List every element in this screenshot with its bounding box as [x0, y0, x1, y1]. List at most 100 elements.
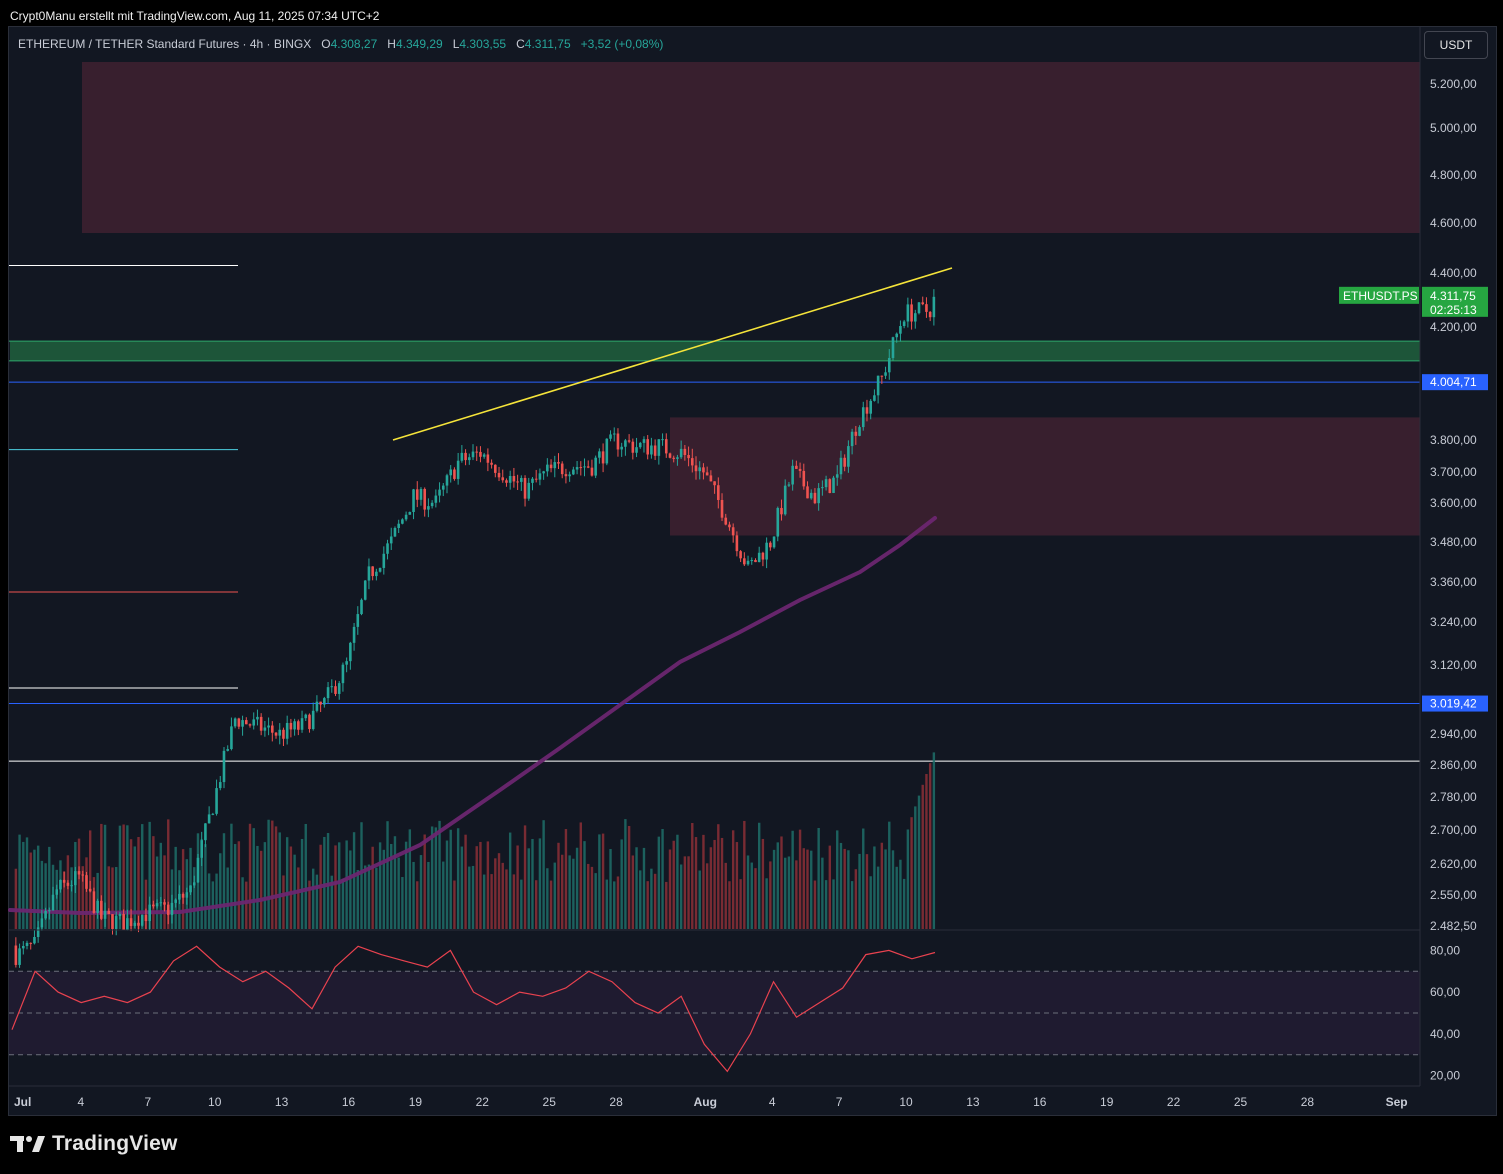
candle-body: [590, 467, 594, 476]
volume-bar: [85, 857, 88, 929]
candle-body: [230, 726, 233, 750]
volume-bar: [858, 853, 861, 929]
symbol-legend[interactable]: ETHEREUM / TETHER Standard Futures · 4h …: [18, 37, 663, 51]
volume-bar: [795, 860, 798, 929]
candle-body: [189, 885, 192, 893]
volume-bar: [133, 846, 136, 929]
candle-body: [817, 488, 820, 504]
volume-bar: [468, 866, 471, 929]
volume-bar: [661, 829, 664, 929]
time-tick-label: Aug: [694, 1095, 717, 1109]
candle-body: [215, 788, 218, 814]
candle-body: [839, 457, 843, 475]
volume-bar: [408, 829, 412, 929]
volume-bar: [315, 874, 319, 929]
candle-body: [59, 879, 62, 890]
candle-body: [546, 464, 549, 472]
currency-button[interactable]: USDT: [1424, 31, 1488, 59]
candle-body: [635, 447, 638, 453]
candle-body: [233, 718, 237, 727]
candle-body: [88, 888, 92, 892]
candle-body: [237, 718, 241, 727]
volume-bar: [88, 830, 92, 929]
candle-body: [430, 502, 434, 507]
volume-bar: [62, 871, 66, 929]
volume-bar: [828, 845, 832, 929]
volume-bar: [561, 854, 564, 929]
candle-body: [486, 454, 490, 463]
time-tick-label: 22: [476, 1095, 490, 1109]
candle-body: [467, 457, 471, 461]
candle-body: [534, 478, 538, 480]
volume-bar: [527, 848, 530, 929]
time-tick-label: 13: [275, 1095, 289, 1109]
change-value: +3,52 (+0,08%): [580, 37, 664, 51]
candle-body: [557, 462, 560, 464]
tradingview-brand[interactable]: TradingView: [10, 1130, 178, 1158]
candle-body: [192, 882, 196, 886]
candle-body: [508, 476, 512, 483]
candle-body: [267, 725, 270, 728]
volume-bar: [705, 863, 709, 929]
candle-body: [850, 431, 854, 447]
candle-body: [330, 686, 334, 688]
volume-bar: [349, 850, 352, 929]
volume-bar: [33, 849, 36, 929]
volume-bar: [300, 838, 304, 929]
volume-bar: [122, 824, 125, 929]
time-tick-label: 13: [966, 1095, 980, 1109]
candle-body: [170, 902, 174, 916]
price-tick-label: 4.200,00: [1430, 320, 1477, 334]
volume-bar: [598, 834, 601, 929]
volume-bar: [126, 825, 129, 929]
candle-body: [913, 313, 917, 322]
candle-body: [360, 599, 363, 615]
candle-body: [928, 311, 932, 318]
volume-bar: [620, 839, 623, 929]
volume-bar: [482, 874, 486, 929]
volume-bar: [639, 870, 642, 929]
volume-bar: [501, 862, 504, 929]
volume-bar: [497, 853, 501, 929]
candle-body: [96, 900, 99, 913]
candle-body: [869, 400, 872, 414]
candle-body: [356, 614, 360, 627]
candle-body: [40, 918, 44, 928]
volume-bar: [233, 844, 237, 929]
candle-body: [140, 914, 144, 926]
candle-body: [661, 439, 664, 441]
volume-bar: [549, 880, 553, 929]
volume-bar: [115, 867, 118, 929]
candle-body: [835, 474, 839, 478]
candle-body: [345, 661, 348, 665]
volume-bar: [928, 763, 932, 929]
volume-bar: [728, 881, 731, 929]
level-badge-bg: [1422, 695, 1488, 712]
candle-body: [48, 910, 51, 912]
volume-bar: [516, 845, 519, 929]
candle-body: [505, 480, 508, 483]
volume-bar: [880, 842, 884, 929]
price-tick-label: 2.780,00: [1430, 790, 1477, 804]
candle-body: [70, 885, 73, 887]
volume-bar: [817, 827, 820, 929]
volume-bar: [821, 857, 824, 929]
candle-body: [843, 457, 846, 467]
candle-body: [92, 891, 96, 913]
candle-body: [464, 452, 467, 461]
candle-body: [44, 910, 47, 919]
volume-bar: [464, 834, 467, 929]
candle-body: [824, 479, 828, 488]
last-price-badge-bg: [1422, 286, 1488, 317]
volume-bar: [423, 834, 426, 929]
volume-bar: [553, 862, 556, 929]
candle-body: [501, 477, 505, 481]
high-value: 4.349,29: [395, 37, 443, 51]
candle-body: [441, 485, 445, 490]
candle-body: [341, 664, 345, 684]
volume-bar: [430, 826, 434, 929]
volume-bar: [902, 878, 906, 929]
candle-body: [163, 902, 166, 905]
volume-bar: [282, 875, 285, 929]
